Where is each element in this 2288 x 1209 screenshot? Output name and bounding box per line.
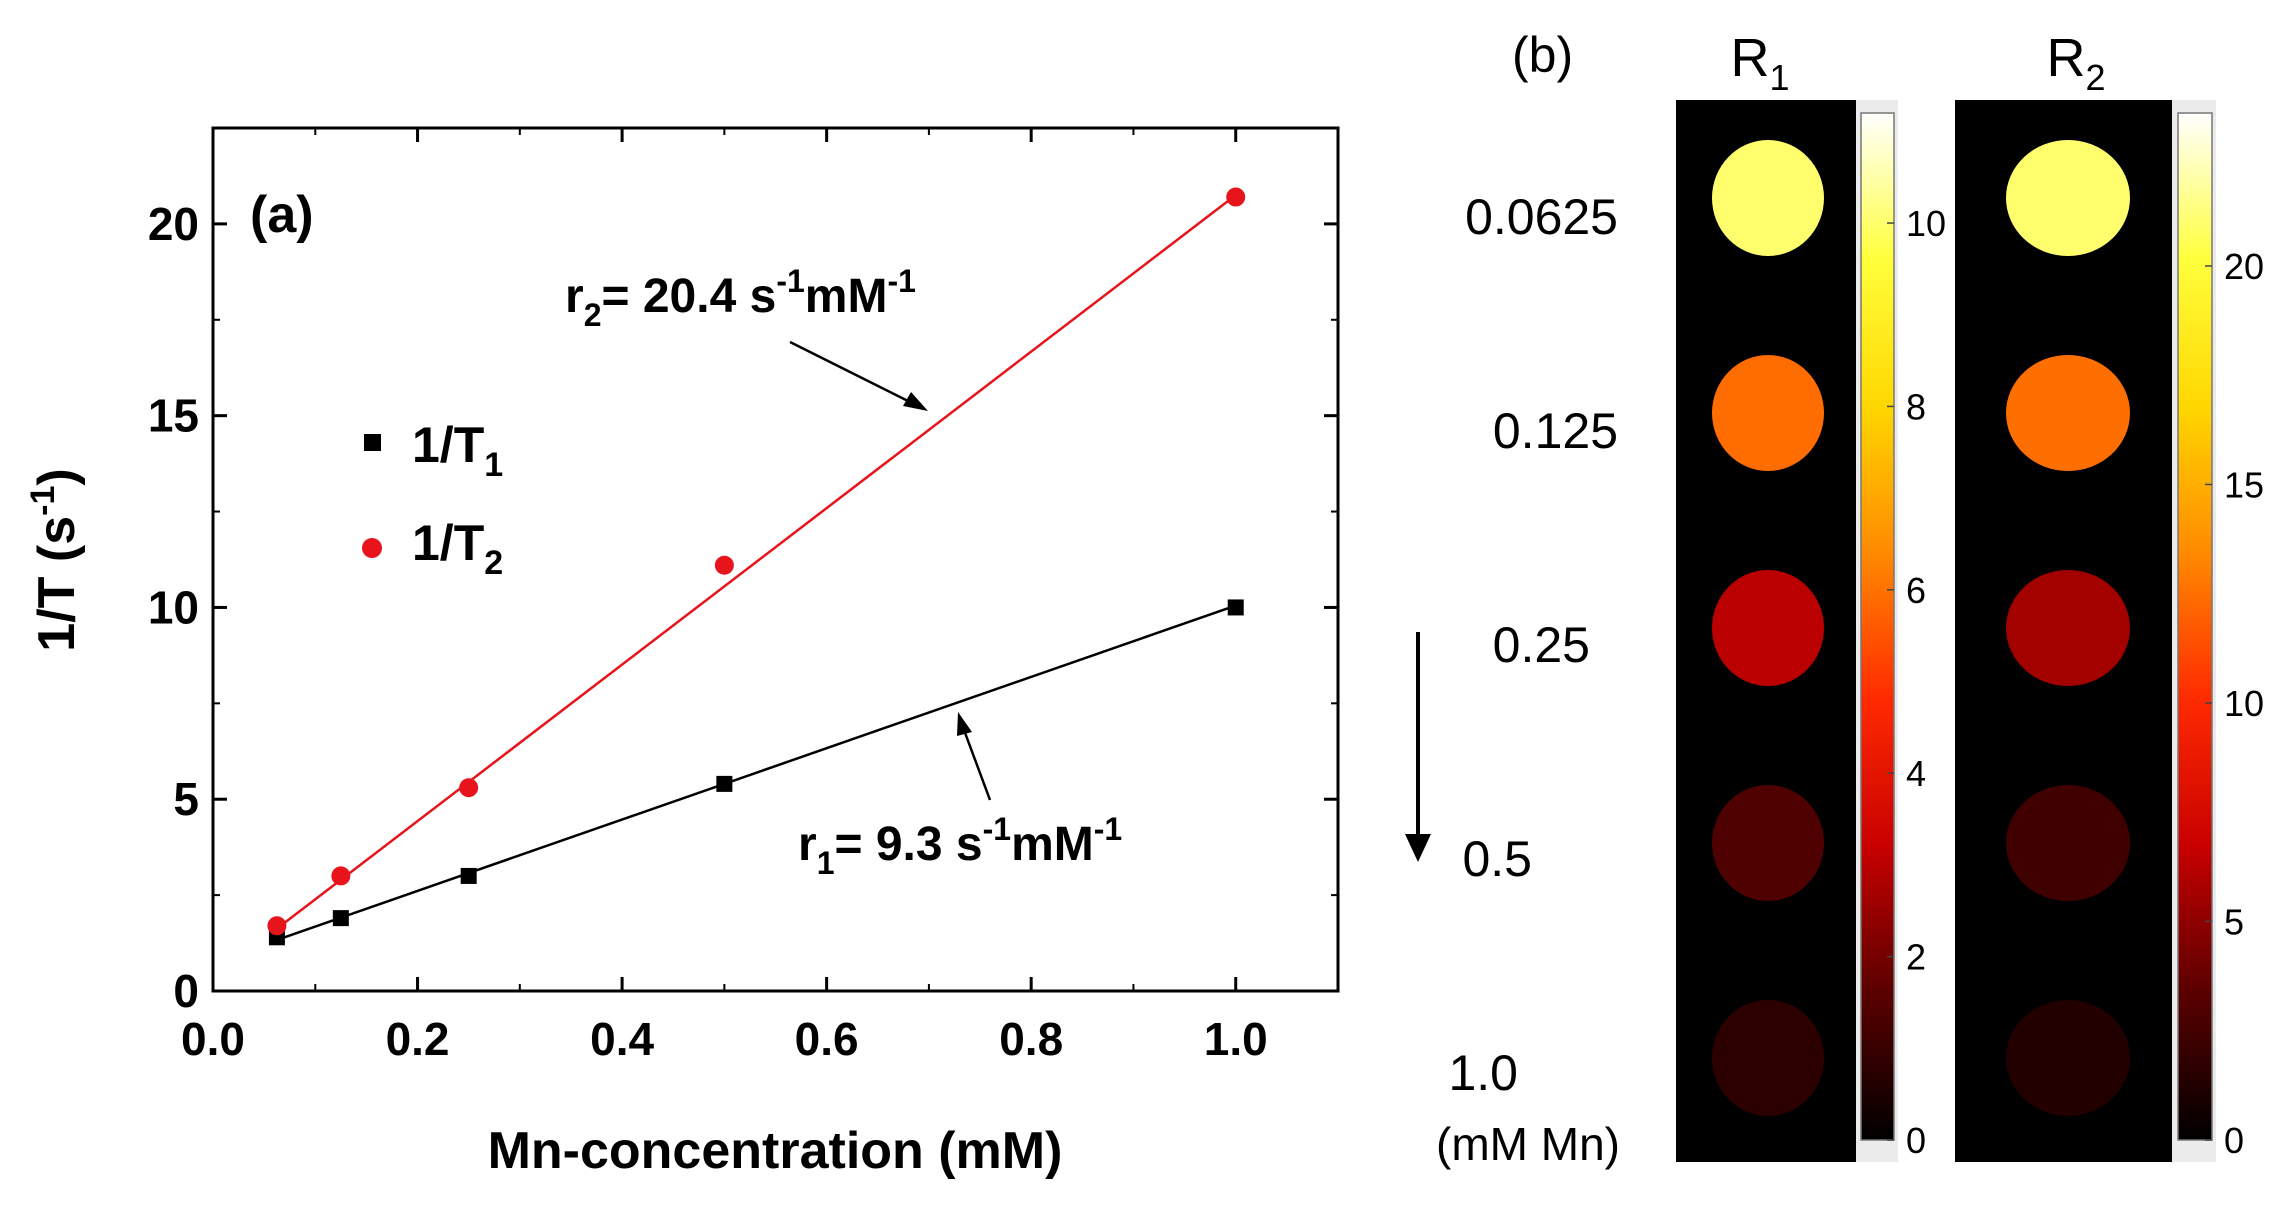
map-title-r2: R2: [2046, 28, 2105, 98]
x-tick-label: 0.8: [999, 1013, 1063, 1065]
concentration-label: 0.125: [1493, 403, 1618, 459]
phantom-spot: [2006, 570, 2130, 686]
point-t2: [714, 555, 734, 575]
phantom-spot: [2006, 785, 2130, 901]
annotation-r2: r2= 20.4 s-1mM-1: [565, 263, 928, 411]
colorbar-r2-ticks: [2205, 265, 2212, 1141]
x-axis-label: Mn-concentration (mM): [488, 1122, 1063, 1180]
point-t1: [460, 867, 477, 884]
phantom-spot: [1712, 1000, 1824, 1116]
colorbar-r2-labels: 0 5 10 15 20: [2224, 246, 2264, 1161]
point-t1: [1227, 599, 1244, 616]
colorbar-r1: [1860, 112, 1895, 1141]
phantom-spot: [1712, 785, 1824, 901]
colorbar-tick-label: 10: [1906, 203, 1946, 244]
colorbar-tick-label: 6: [1906, 570, 1926, 611]
concentration-label: 0.25: [1493, 617, 1590, 673]
x-tick-label: 0.6: [795, 1013, 859, 1065]
phantom-spot: [1712, 140, 1824, 256]
x-tick-label: 0.2: [386, 1013, 450, 1065]
point-t1: [716, 775, 733, 792]
colorbar-tick-label: 15: [2224, 464, 2264, 505]
colorbar-tick-label: 4: [1906, 753, 1926, 794]
annotation-r1-arrowhead: [957, 712, 972, 736]
data-points: [267, 187, 1246, 946]
unit-label: (mM Mn): [1436, 1118, 1620, 1170]
legend-label-t2: 1/T2: [412, 515, 503, 582]
annotation-r2-arrowhead: [903, 392, 928, 411]
annotation-r2-text: r2= 20.4 s-1mM-1: [565, 263, 916, 333]
legend-label-t1: 1/T1: [412, 417, 503, 484]
point-t2: [331, 866, 351, 886]
colorbar-tick-label: 2: [1906, 937, 1926, 978]
x-tick-label: 0.4: [590, 1013, 654, 1065]
y-tick-label: 0: [173, 965, 199, 1017]
fit-line-t2: [276, 194, 1237, 930]
map-title-r1: R1: [1730, 28, 1789, 98]
concentration-label: 0.5: [1462, 831, 1532, 887]
axis-ticks: [211, 128, 1339, 993]
concentration-arrow: [1405, 632, 1431, 862]
colorbar-tick-label: 5: [2224, 901, 2244, 942]
y-tick-labels: 0 5 10 15 20: [148, 198, 199, 1017]
colorbar-tick-label: 20: [2224, 246, 2264, 287]
colorbar-r1-labels: 0 2 4 6 8 10: [1906, 203, 1946, 1161]
concentration-label: 1.0: [1448, 1045, 1518, 1101]
x-tick-label: 1.0: [1204, 1013, 1268, 1065]
annotation-r1: r1= 9.3 s-1mM-1: [798, 712, 1122, 881]
colorbar-r1-ticks: [1887, 222, 1894, 1141]
annotation-r1-arrow: [962, 729, 992, 801]
colorbar-tick-label: 0: [2224, 1120, 2244, 1161]
legend-marker-t1: [364, 434, 381, 451]
y-tick-label: 5: [173, 773, 199, 825]
annotation-r1-text: r1= 9.3 s-1mM-1: [798, 811, 1122, 881]
fit-lines: [276, 194, 1237, 942]
panel-label-b: (b): [1512, 27, 1573, 83]
legend-marker-t2: [362, 538, 382, 558]
legend: 1/T1 1/T2: [362, 417, 503, 582]
map-r2-spots: [2006, 140, 2130, 1116]
x-tick-labels: 0.0 0.2 0.4 0.6 0.8 1.0: [181, 1013, 1268, 1065]
plot-frame: [211, 126, 1340, 993]
phantom-spot: [2006, 355, 2130, 471]
point-t2: [267, 916, 287, 936]
x-tick-label: 0.0: [181, 1013, 245, 1065]
colorbar-tick-label: 10: [2224, 683, 2264, 724]
point-t2: [1226, 187, 1246, 207]
point-t2: [459, 778, 479, 798]
panel-b: (b) R1 R2 0.0625 0.125 0.25 0.5 1.0 (mM …: [1405, 27, 2264, 1170]
concentration-labels: 0.0625 0.125 0.25 0.5 1.0: [1448, 189, 1618, 1101]
y-axis-label: 1/T (s-1): [24, 468, 86, 651]
colorbar-r2: [2177, 112, 2213, 1141]
annotation-r2-arrow: [789, 340, 913, 405]
map-r1-spots: [1712, 140, 1824, 1116]
point-t1: [332, 910, 349, 927]
phantom-spot: [2006, 140, 2130, 256]
fit-line-t1: [276, 604, 1237, 942]
y-tick-label: 10: [148, 581, 199, 633]
concentration-label: 0.0625: [1465, 189, 1618, 245]
y-tick-label: 20: [148, 198, 199, 250]
colorbar-tick-label: 0: [1906, 1120, 1926, 1161]
phantom-spot: [1712, 355, 1824, 471]
colorbar-tick-label: 8: [1906, 386, 1926, 427]
panel-label-a: (a): [250, 186, 314, 244]
y-tick-label: 15: [148, 390, 199, 442]
phantom-spot: [2006, 1000, 2130, 1116]
panel-a: (a) 0.0 0.2 0.4 0.6 0.8 1.0 0 5 10 15 20…: [24, 126, 1340, 1180]
phantom-spot: [1712, 570, 1824, 686]
